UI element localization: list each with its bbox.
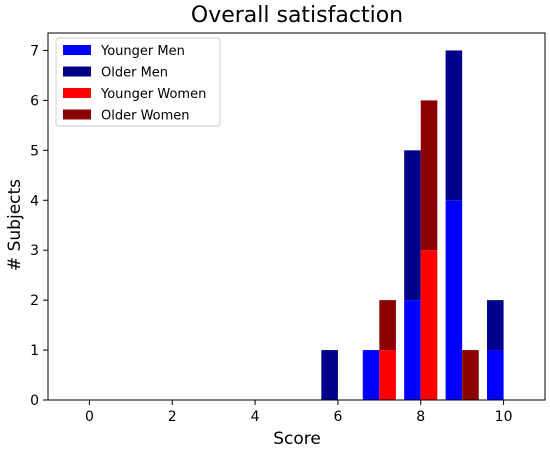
bar-older-men-9: [445, 50, 463, 201]
bar-younger-women-8: [420, 250, 438, 400]
bar-younger-women-7: [379, 350, 396, 400]
bar-older-men-6: [321, 350, 338, 400]
bar-younger-men-8: [404, 300, 421, 400]
bar-older-men-8: [404, 150, 421, 301]
bar-older-women-7: [379, 300, 396, 351]
x-tick-label-0: 0: [85, 409, 94, 425]
bar-older-women-8: [420, 100, 438, 251]
y-axis-ticks: 0 1 2 3 4 5 6 7: [30, 43, 48, 409]
y-tick-label-1: 1: [30, 343, 39, 359]
x-axis-label: Score: [273, 429, 321, 449]
x-tick-label-2: 2: [168, 409, 177, 425]
plot-frame: [47, 32, 546, 401]
bar-younger-men-7: [362, 350, 380, 400]
x-tick-label-4: 4: [251, 409, 260, 425]
y-tick-label-7: 7: [30, 43, 39, 59]
y-tick-label-5: 5: [30, 143, 39, 159]
y-tick-label-2: 2: [30, 293, 39, 309]
legend-label-older-women: Older Women: [101, 109, 190, 124]
legend-swatch-older-women: [63, 109, 91, 120]
legend-label-younger-women: Younger Women: [100, 87, 206, 102]
bar-older-women-9: [462, 350, 479, 400]
legend-label-younger-men: Younger Men: [100, 44, 185, 59]
y-axis-label: # Subjects: [5, 179, 25, 271]
x-tick-label-8: 8: [416, 409, 425, 425]
chart-title: Overall satisfaction: [191, 3, 403, 28]
bars-layer: [321, 50, 504, 400]
x-tick-label-6: 6: [333, 409, 342, 425]
y-tick-label-4: 4: [30, 193, 39, 209]
legend-swatch-younger-men: [63, 45, 91, 55]
y-tick-label-0: 0: [30, 393, 39, 409]
legend-box: [55, 37, 221, 127]
y-tick-label-6: 6: [30, 93, 39, 109]
legend-swatch-older-men: [63, 66, 91, 77]
bar-younger-men-9: [445, 200, 463, 400]
legend: Younger Men Older Men Younger Women Older W…: [55, 37, 221, 127]
x-axis-ticks: 0 2 4 6 8 10: [85, 400, 513, 425]
legend-swatch-younger-women: [63, 88, 91, 98]
y-tick-label-3: 3: [30, 243, 39, 259]
legend-label-older-men: Older Men: [101, 66, 168, 81]
bar-younger-men-10: [487, 350, 504, 400]
x-tick-label-10: 10: [495, 409, 513, 425]
bar-older-men-10: [487, 300, 504, 351]
